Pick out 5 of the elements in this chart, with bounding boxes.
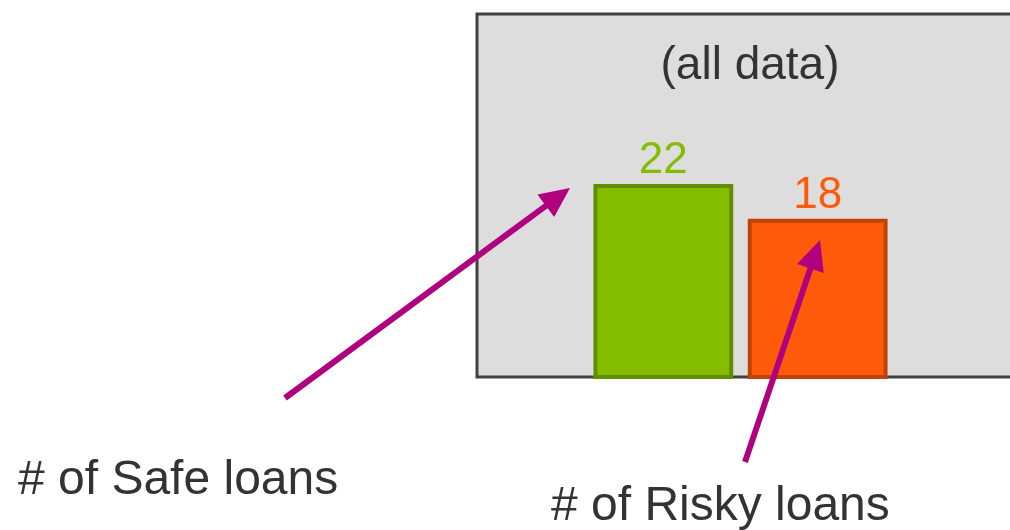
data-label: 22 xyxy=(638,132,688,182)
text: # of Safe loans xyxy=(18,451,339,504)
data-label: 18 xyxy=(793,167,843,217)
chart-title: (all data) xyxy=(660,37,840,89)
text: # of Risky loans xyxy=(551,477,890,530)
